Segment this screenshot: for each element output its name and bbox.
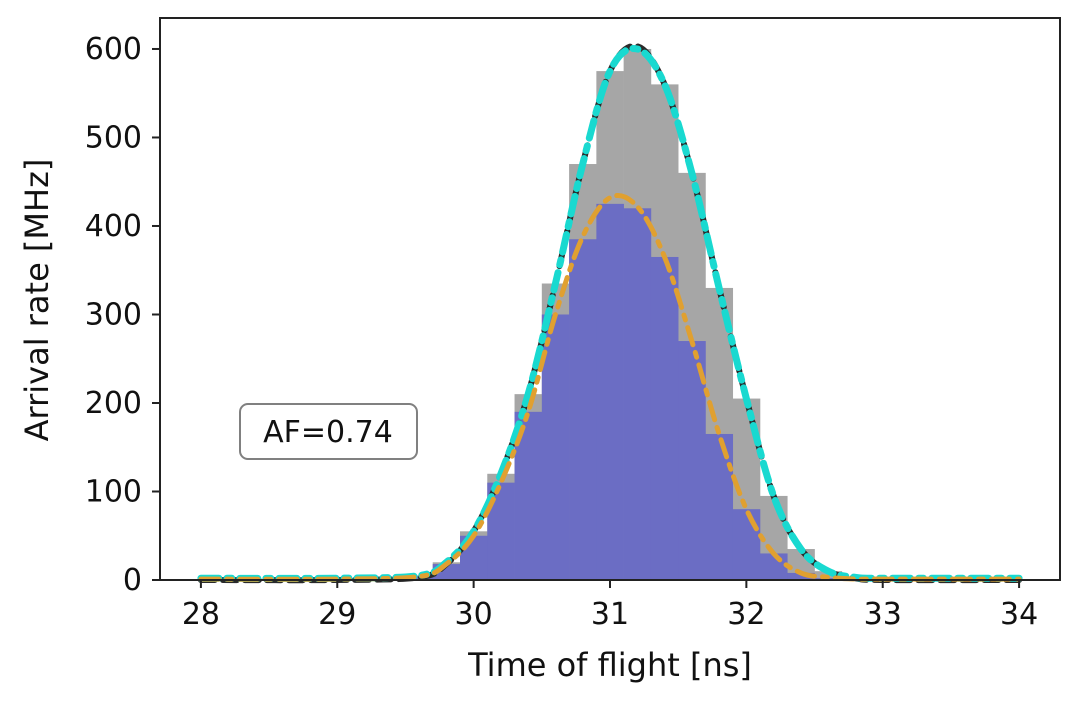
x-tick-label-3: 31 — [591, 597, 629, 632]
histogram-bar-1-9 — [650, 256, 679, 580]
plot-area — [197, 42, 1023, 584]
y-tick-label-1: 100 — [85, 474, 142, 509]
y-tick-label-4: 400 — [85, 209, 142, 244]
x-tick-label-5: 33 — [864, 597, 902, 632]
annotation-box-group: AF=0.74 — [239, 403, 418, 460]
x-tick-label-0: 28 — [182, 597, 220, 632]
x-axis-label: Time of flight [ns] — [467, 646, 752, 684]
histogram-bar-1-12 — [732, 509, 761, 580]
x-tick-label-2: 30 — [455, 597, 493, 632]
histogram-bar-1-8 — [623, 208, 652, 581]
y-tick-label-2: 200 — [85, 386, 142, 421]
annotation-box — [239, 403, 418, 460]
line-series-1 — [197, 45, 1023, 582]
y-tick-label-0: 0 — [123, 563, 142, 598]
histogram-bar-1-14 — [787, 572, 815, 580]
x-tick-label-1: 29 — [318, 597, 356, 632]
histogram-bar-1-7 — [596, 203, 624, 580]
line-series-2 — [198, 193, 1022, 582]
histogram-bar-1-5 — [541, 314, 570, 580]
y-tick-label-3: 300 — [85, 297, 142, 332]
histogram-bar-1-6 — [569, 239, 597, 581]
y-axis-label: Arrival rate [MHz] — [18, 159, 56, 442]
x-tick-label-4: 32 — [727, 597, 765, 632]
x-tick-label-6: 34 — [1000, 597, 1038, 632]
y-tick-label-5: 500 — [85, 120, 142, 155]
axes: 28 29 30 31 32 33 34 0 100 200 300 400 500 600 — [85, 17, 1061, 632]
histogram-bar-1-13 — [760, 553, 788, 580]
y-tick-label-6: 600 — [85, 32, 142, 67]
annotation-label: AF=0.74 — [263, 415, 393, 450]
